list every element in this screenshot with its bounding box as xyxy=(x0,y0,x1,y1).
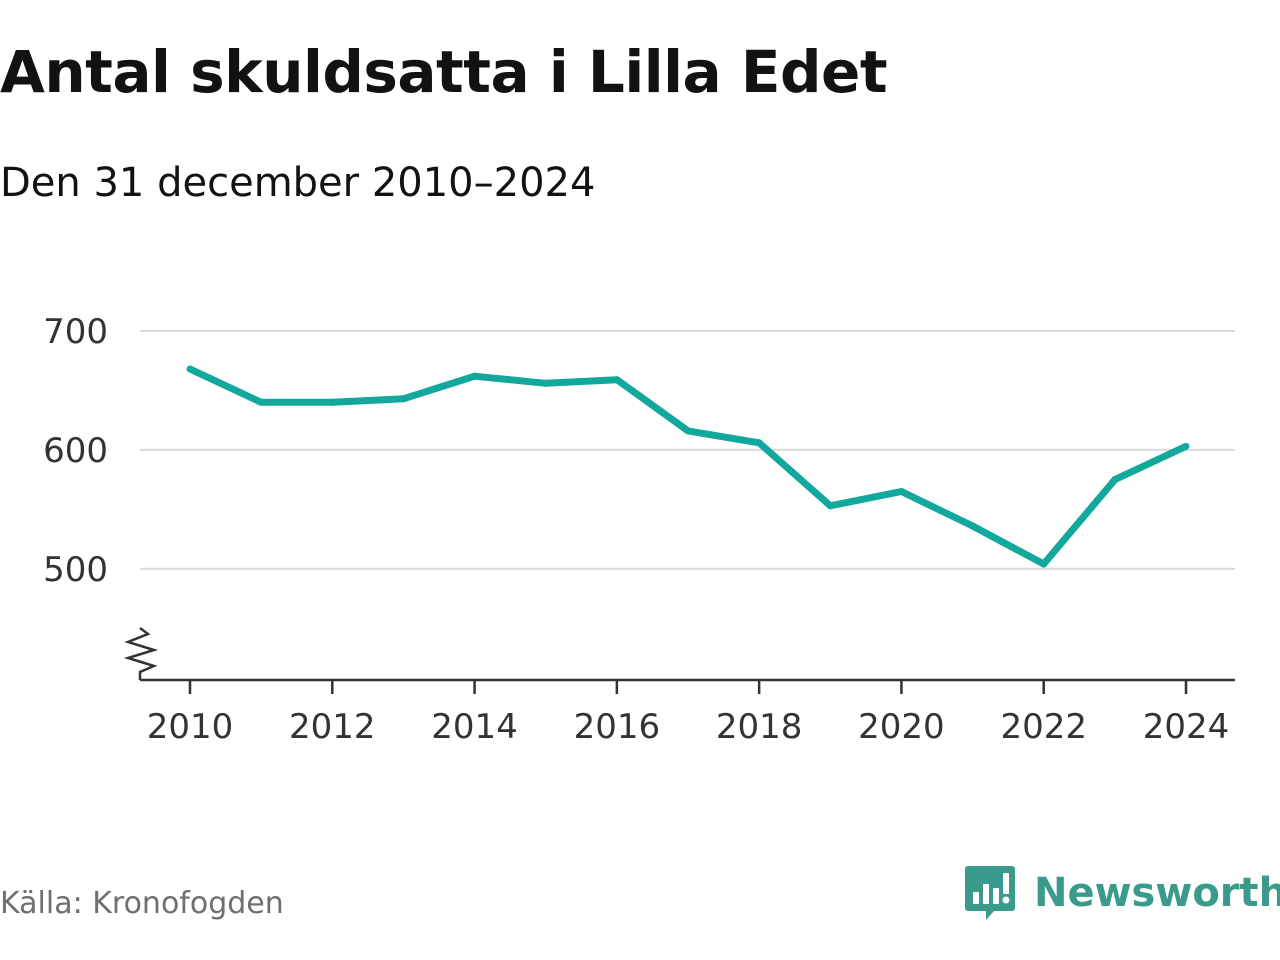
data-point-2013 xyxy=(399,395,407,403)
chart-subtitle: Den 31 december 2010–2024 xyxy=(0,160,596,206)
chart-title: Antal skuldsatta i Lilla Edet xyxy=(0,38,888,106)
brand-name: Newsworthy xyxy=(1034,870,1280,916)
data-point-2019 xyxy=(826,502,834,510)
data-point-2021 xyxy=(969,522,977,530)
x-tick-label: 2020 xyxy=(858,707,945,747)
y-tick-label: 500 xyxy=(43,550,108,590)
x-tick-label: 2016 xyxy=(574,707,661,747)
data-point-2012 xyxy=(328,398,336,406)
data-point-2017 xyxy=(684,427,692,435)
data-point-2016 xyxy=(613,376,621,384)
data-point-2011 xyxy=(257,398,265,406)
data-point-2022 xyxy=(1040,560,1048,568)
y-axis-ticks: 500 600 700 xyxy=(43,312,108,590)
data-point-2018 xyxy=(755,439,763,447)
x-tick-label: 2022 xyxy=(1000,707,1087,747)
newsworthy-logo-icon xyxy=(965,866,1015,920)
x-axis xyxy=(123,627,1235,682)
x-axis-ticks: 2010 2012 2014 2016 2018 2020 2022 2024 xyxy=(147,680,1230,747)
data-point-2010 xyxy=(186,365,194,373)
data-point-2014 xyxy=(471,372,479,380)
data-point-2023 xyxy=(1111,476,1119,484)
y-tick-label: 700 xyxy=(43,312,108,352)
brand: Newsworthy xyxy=(964,864,1280,922)
data-point-2024 xyxy=(1182,442,1190,450)
series-layer xyxy=(186,365,1190,568)
data-point-2015 xyxy=(542,379,550,387)
gridlines xyxy=(140,330,1235,570)
y-tick-label: 600 xyxy=(43,431,108,471)
y-axis-break-icon xyxy=(123,627,159,680)
x-tick-label: 2012 xyxy=(289,707,376,747)
series-line-0 xyxy=(188,365,1188,568)
x-tick-label: 2024 xyxy=(1143,707,1230,747)
x-tick-label: 2018 xyxy=(716,707,803,747)
data-point-2020 xyxy=(897,488,905,495)
x-tick-label: 2010 xyxy=(147,707,234,747)
source-note: Källa: Kronofogden xyxy=(0,886,284,921)
x-tick-label: 2014 xyxy=(431,707,518,747)
